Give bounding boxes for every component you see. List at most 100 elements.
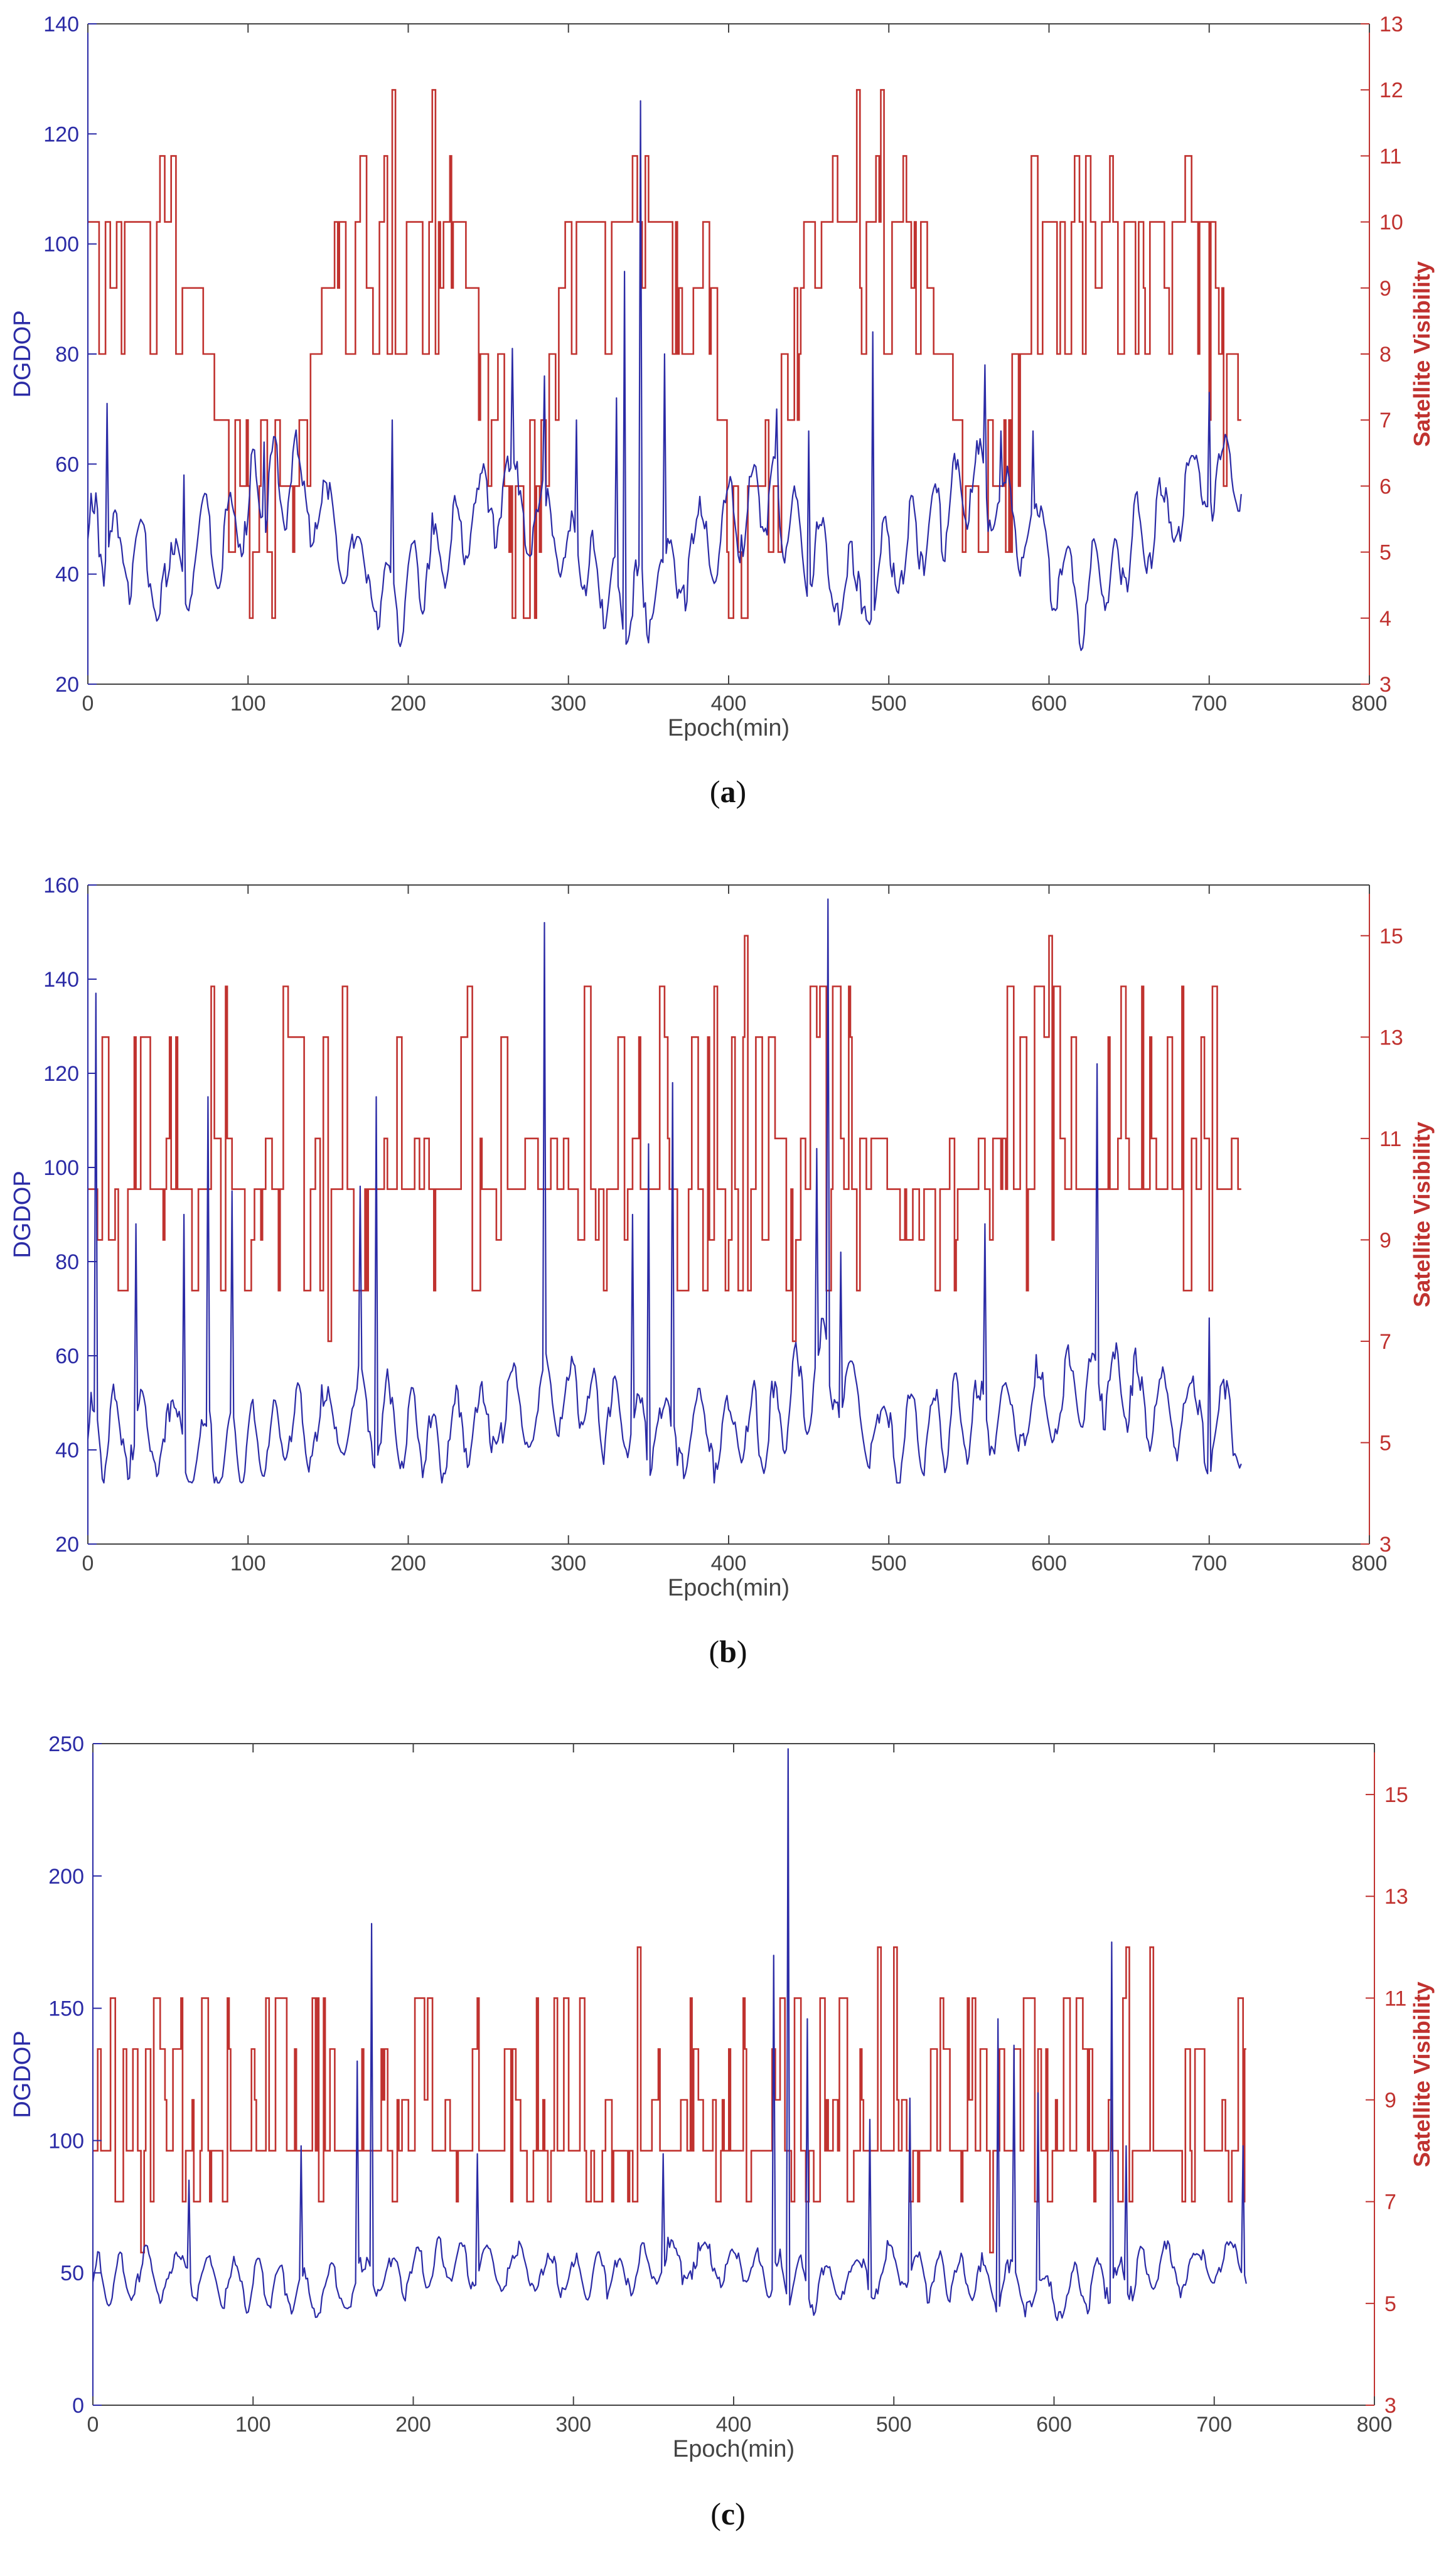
- right-tick-label: 5: [1379, 541, 1391, 565]
- right-tick-label: 15: [1384, 1783, 1408, 1807]
- right-tick-label: 15: [1379, 925, 1403, 948]
- x-tick-label: 800: [1352, 692, 1388, 716]
- x-tick-label: 800: [1357, 2413, 1393, 2437]
- right-axis-title: Satellite Visibility: [1409, 261, 1435, 446]
- panel-label-open-paren: (: [710, 2496, 721, 2531]
- chart-panel-a: 0 100 200 300 400 500 600 700 800 20 40 60 80 100 120 1…: [9, 13, 1435, 809]
- x-tick-label: 100: [230, 692, 266, 716]
- x-tick-label: 500: [876, 2413, 912, 2437]
- x-tick-label: 800: [1352, 1552, 1388, 1575]
- x-tick-label: 400: [711, 1552, 747, 1575]
- panel-label-letter: c: [721, 2496, 735, 2531]
- satellite-visibility-series-line: [93, 1946, 1246, 2254]
- x-tick-label: 500: [871, 1552, 907, 1575]
- left-tick-label: 100: [43, 1156, 79, 1180]
- dgdop-series-line: [87, 898, 1242, 1484]
- left-tick-label: 200: [48, 1865, 84, 1889]
- right-tick-label: 7: [1379, 409, 1391, 432]
- left-tick-label: 250: [48, 1732, 84, 1756]
- dgdop-series-line: [87, 100, 1242, 652]
- left-axis-title: DGDOP: [9, 1171, 36, 1258]
- left-tick-label: 140: [43, 13, 79, 36]
- satellite-visibility-series-line: [88, 89, 1241, 620]
- x-tick-label: 300: [550, 1552, 586, 1575]
- x-tick-label: 0: [82, 692, 94, 716]
- x-tick-label: 0: [87, 2413, 99, 2437]
- x-tick-label: 400: [711, 692, 747, 716]
- right-tick-label: 13: [1379, 13, 1403, 36]
- panel-label-letter: a: [720, 774, 736, 809]
- left-axis-title: DGDOP: [9, 2030, 36, 2118]
- right-tick-label: 8: [1379, 343, 1391, 367]
- x-tick-label: 200: [390, 1552, 426, 1575]
- x-tick-label: 700: [1191, 692, 1227, 716]
- x-axis-title: Epoch(min): [668, 1575, 790, 1601]
- right-tick-label: 5: [1379, 1431, 1391, 1455]
- x-tick-label: 200: [390, 692, 426, 716]
- left-tick-label: 140: [43, 968, 79, 992]
- left-tick-label: 50: [60, 2261, 84, 2285]
- panel-label-open-paren: (: [709, 1634, 719, 1669]
- left-tick-label: 100: [43, 233, 79, 257]
- x-axis-title: Epoch(min): [668, 715, 790, 741]
- x-tick-label: 300: [555, 2413, 591, 2437]
- left-tick-label: 40: [55, 563, 79, 587]
- right-tick-label: 11: [1379, 1127, 1401, 1151]
- dgdop-series-line: [92, 1748, 1247, 2321]
- panel-label-letter: b: [719, 1634, 737, 1669]
- right-tick-label: 9: [1384, 2089, 1396, 2113]
- x-tick-label: 700: [1196, 2413, 1232, 2437]
- right-tick-label: 9: [1379, 1228, 1391, 1252]
- right-tick-label: 3: [1379, 1533, 1391, 1557]
- right-tick-label: 3: [1384, 2394, 1396, 2418]
- left-tick-label: 60: [55, 453, 79, 476]
- x-tick-label: 600: [1031, 692, 1067, 716]
- right-tick-label: 9: [1379, 277, 1391, 301]
- left-tick-label: 80: [55, 1250, 79, 1274]
- chart-panel-c: 0 100 200 300 400 500 600 700 800 0 50 100 150 200 250…: [9, 1732, 1435, 2531]
- x-tick-label: 600: [1031, 1552, 1067, 1575]
- panel-label-open-paren: (: [710, 774, 720, 809]
- right-tick-label: 13: [1384, 1885, 1408, 1909]
- satellite-visibility-series-line: [88, 935, 1241, 1343]
- panel-label-close-paren: ): [736, 774, 747, 809]
- right-tick-label: 11: [1384, 1987, 1406, 2010]
- left-tick-label: 0: [72, 2394, 84, 2418]
- x-tick-label: 100: [235, 2413, 271, 2437]
- x-tick-label: 100: [230, 1552, 266, 1575]
- left-tick-label: 60: [55, 1344, 79, 1368]
- x-tick-label: 300: [550, 692, 586, 716]
- x-tick-label: 700: [1191, 1552, 1227, 1575]
- right-tick-label: 4: [1379, 607, 1391, 631]
- left-tick-label: 160: [43, 874, 79, 898]
- right-axis-title: Satellite Visibility: [1409, 1122, 1435, 1307]
- x-tick-label: 400: [716, 2413, 752, 2437]
- right-tick-label: 12: [1379, 78, 1403, 102]
- panel-label: (c): [710, 2496, 746, 2531]
- left-tick-label: 40: [55, 1439, 79, 1462]
- x-tick-label: 500: [871, 692, 907, 716]
- right-tick-label: 13: [1379, 1026, 1403, 1049]
- left-tick-label: 20: [55, 673, 79, 697]
- right-tick-label: 5: [1384, 2292, 1396, 2316]
- x-tick-label: 200: [395, 2413, 431, 2437]
- right-axis-title: Satellite Visibility: [1409, 1982, 1435, 2167]
- panel-label: (b): [709, 1634, 747, 1669]
- left-tick-label: 20: [55, 1533, 79, 1557]
- left-tick-label: 120: [43, 122, 79, 146]
- left-tick-label: 150: [48, 1997, 84, 2021]
- x-tick-label: 600: [1036, 2413, 1072, 2437]
- right-tick-label: 7: [1384, 2191, 1396, 2214]
- panel-label-close-paren: ): [735, 2496, 746, 2531]
- right-tick-label: 10: [1379, 211, 1403, 235]
- left-tick-label: 120: [43, 1062, 79, 1086]
- x-axis-title: Epoch(min): [673, 2436, 795, 2462]
- right-tick-label: 7: [1379, 1330, 1391, 1354]
- right-tick-label: 3: [1379, 673, 1391, 697]
- panel-label-close-paren: ): [737, 1634, 747, 1669]
- left-tick-label: 80: [55, 343, 79, 367]
- left-axis-title: DGDOP: [9, 310, 36, 397]
- left-tick-label: 100: [48, 2129, 84, 2153]
- chart-panel-b: 0 100 200 300 400 500 600 700 800 20 40 60 80 100 120 1…: [9, 874, 1435, 1669]
